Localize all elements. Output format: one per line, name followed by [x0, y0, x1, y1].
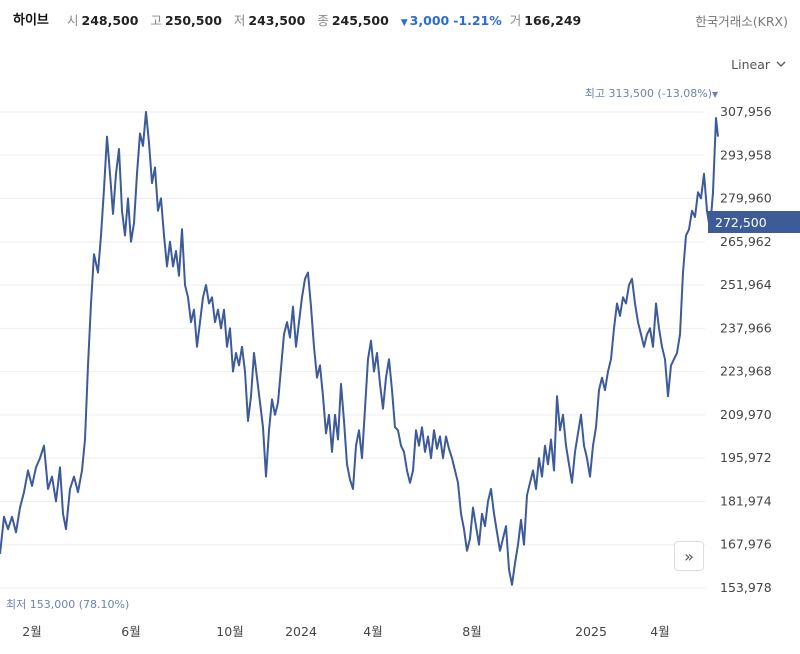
- scale-select-label: Linear: [731, 57, 770, 72]
- x-axis-ticks: 2월 6월 10월 2024 4월 8월 2025 4월: [22, 624, 669, 639]
- x-tick-label: 2025: [575, 624, 607, 639]
- scroll-to-latest-button[interactable]: »: [674, 541, 704, 571]
- max-price-arrow-icon: ▼: [712, 90, 719, 99]
- y-tick-label: 209,970: [720, 407, 772, 422]
- max-price-annotation: 최고 313,500 (-13.08%): [585, 87, 712, 100]
- y-tick-label: 195,972: [720, 450, 772, 465]
- y-tick-label: 237,966: [720, 320, 772, 335]
- current-price-badge-bg: [708, 211, 800, 233]
- stock-name: 하이브: [13, 13, 49, 28]
- y-tick-label: 167,976: [720, 537, 772, 552]
- x-tick-label: 10월: [216, 624, 243, 639]
- high-label: 고: [150, 13, 162, 28]
- close-label: 종: [317, 13, 329, 28]
- volume-label: 거: [509, 13, 522, 28]
- current-price-label: 272,500: [715, 215, 767, 230]
- change-value: 3,000: [409, 13, 450, 28]
- y-tick-label: 293,958: [720, 147, 772, 162]
- double-chevron-right-icon: »: [684, 546, 694, 566]
- open-value: 248,500: [81, 13, 139, 28]
- quote-summary: 시 248,500 고 250,500 저 243,500 종 245,500 ▼ 3,0…: [67, 10, 589, 29]
- quote-header: 하이브 시 248,500 고 250,500 저 243,500 종 245,500 …: [0, 0, 800, 36]
- price-line: [0, 110, 719, 586]
- y-tick-label: 265,962: [720, 234, 772, 249]
- volume-value: 166,249: [524, 13, 582, 28]
- x-tick-label: 2024: [285, 624, 317, 639]
- x-tick-label: 4월: [650, 624, 669, 639]
- x-tick-label: 2월: [22, 624, 41, 639]
- exchange-label: 한국거래소(KRX): [695, 14, 788, 29]
- change-down-icon: ▼: [400, 18, 408, 28]
- close-value: 245,500: [331, 13, 389, 28]
- low-value: 243,500: [248, 13, 306, 28]
- min-price-annotation: 최저 153,000 (78.10%): [6, 598, 129, 611]
- scale-select[interactable]: Linear: [731, 57, 786, 72]
- x-tick-label: 4월: [363, 624, 382, 639]
- y-tick-label: 279,960: [720, 191, 772, 206]
- open-label: 시: [67, 13, 79, 28]
- high-value: 250,500: [164, 13, 222, 28]
- grid-lines: [0, 111, 705, 589]
- change-pct: -1.21%: [453, 13, 502, 28]
- low-label: 저: [233, 13, 246, 28]
- y-tick-label: 251,964: [720, 277, 772, 292]
- chevron-down-icon: [776, 61, 786, 67]
- y-tick-label: 307,956: [720, 104, 772, 119]
- x-tick-label: 6월: [121, 624, 140, 639]
- current-price-badge: 272,500: [708, 211, 800, 233]
- y-tick-label: 153,978: [720, 580, 772, 595]
- y-tick-label: 181,974: [720, 493, 772, 508]
- y-axis-ticks: 307,956 293,958 279,960 265,962 251,964 237,9…: [720, 104, 772, 595]
- x-tick-label: 8월: [462, 624, 481, 639]
- y-tick-label: 223,968: [720, 364, 772, 379]
